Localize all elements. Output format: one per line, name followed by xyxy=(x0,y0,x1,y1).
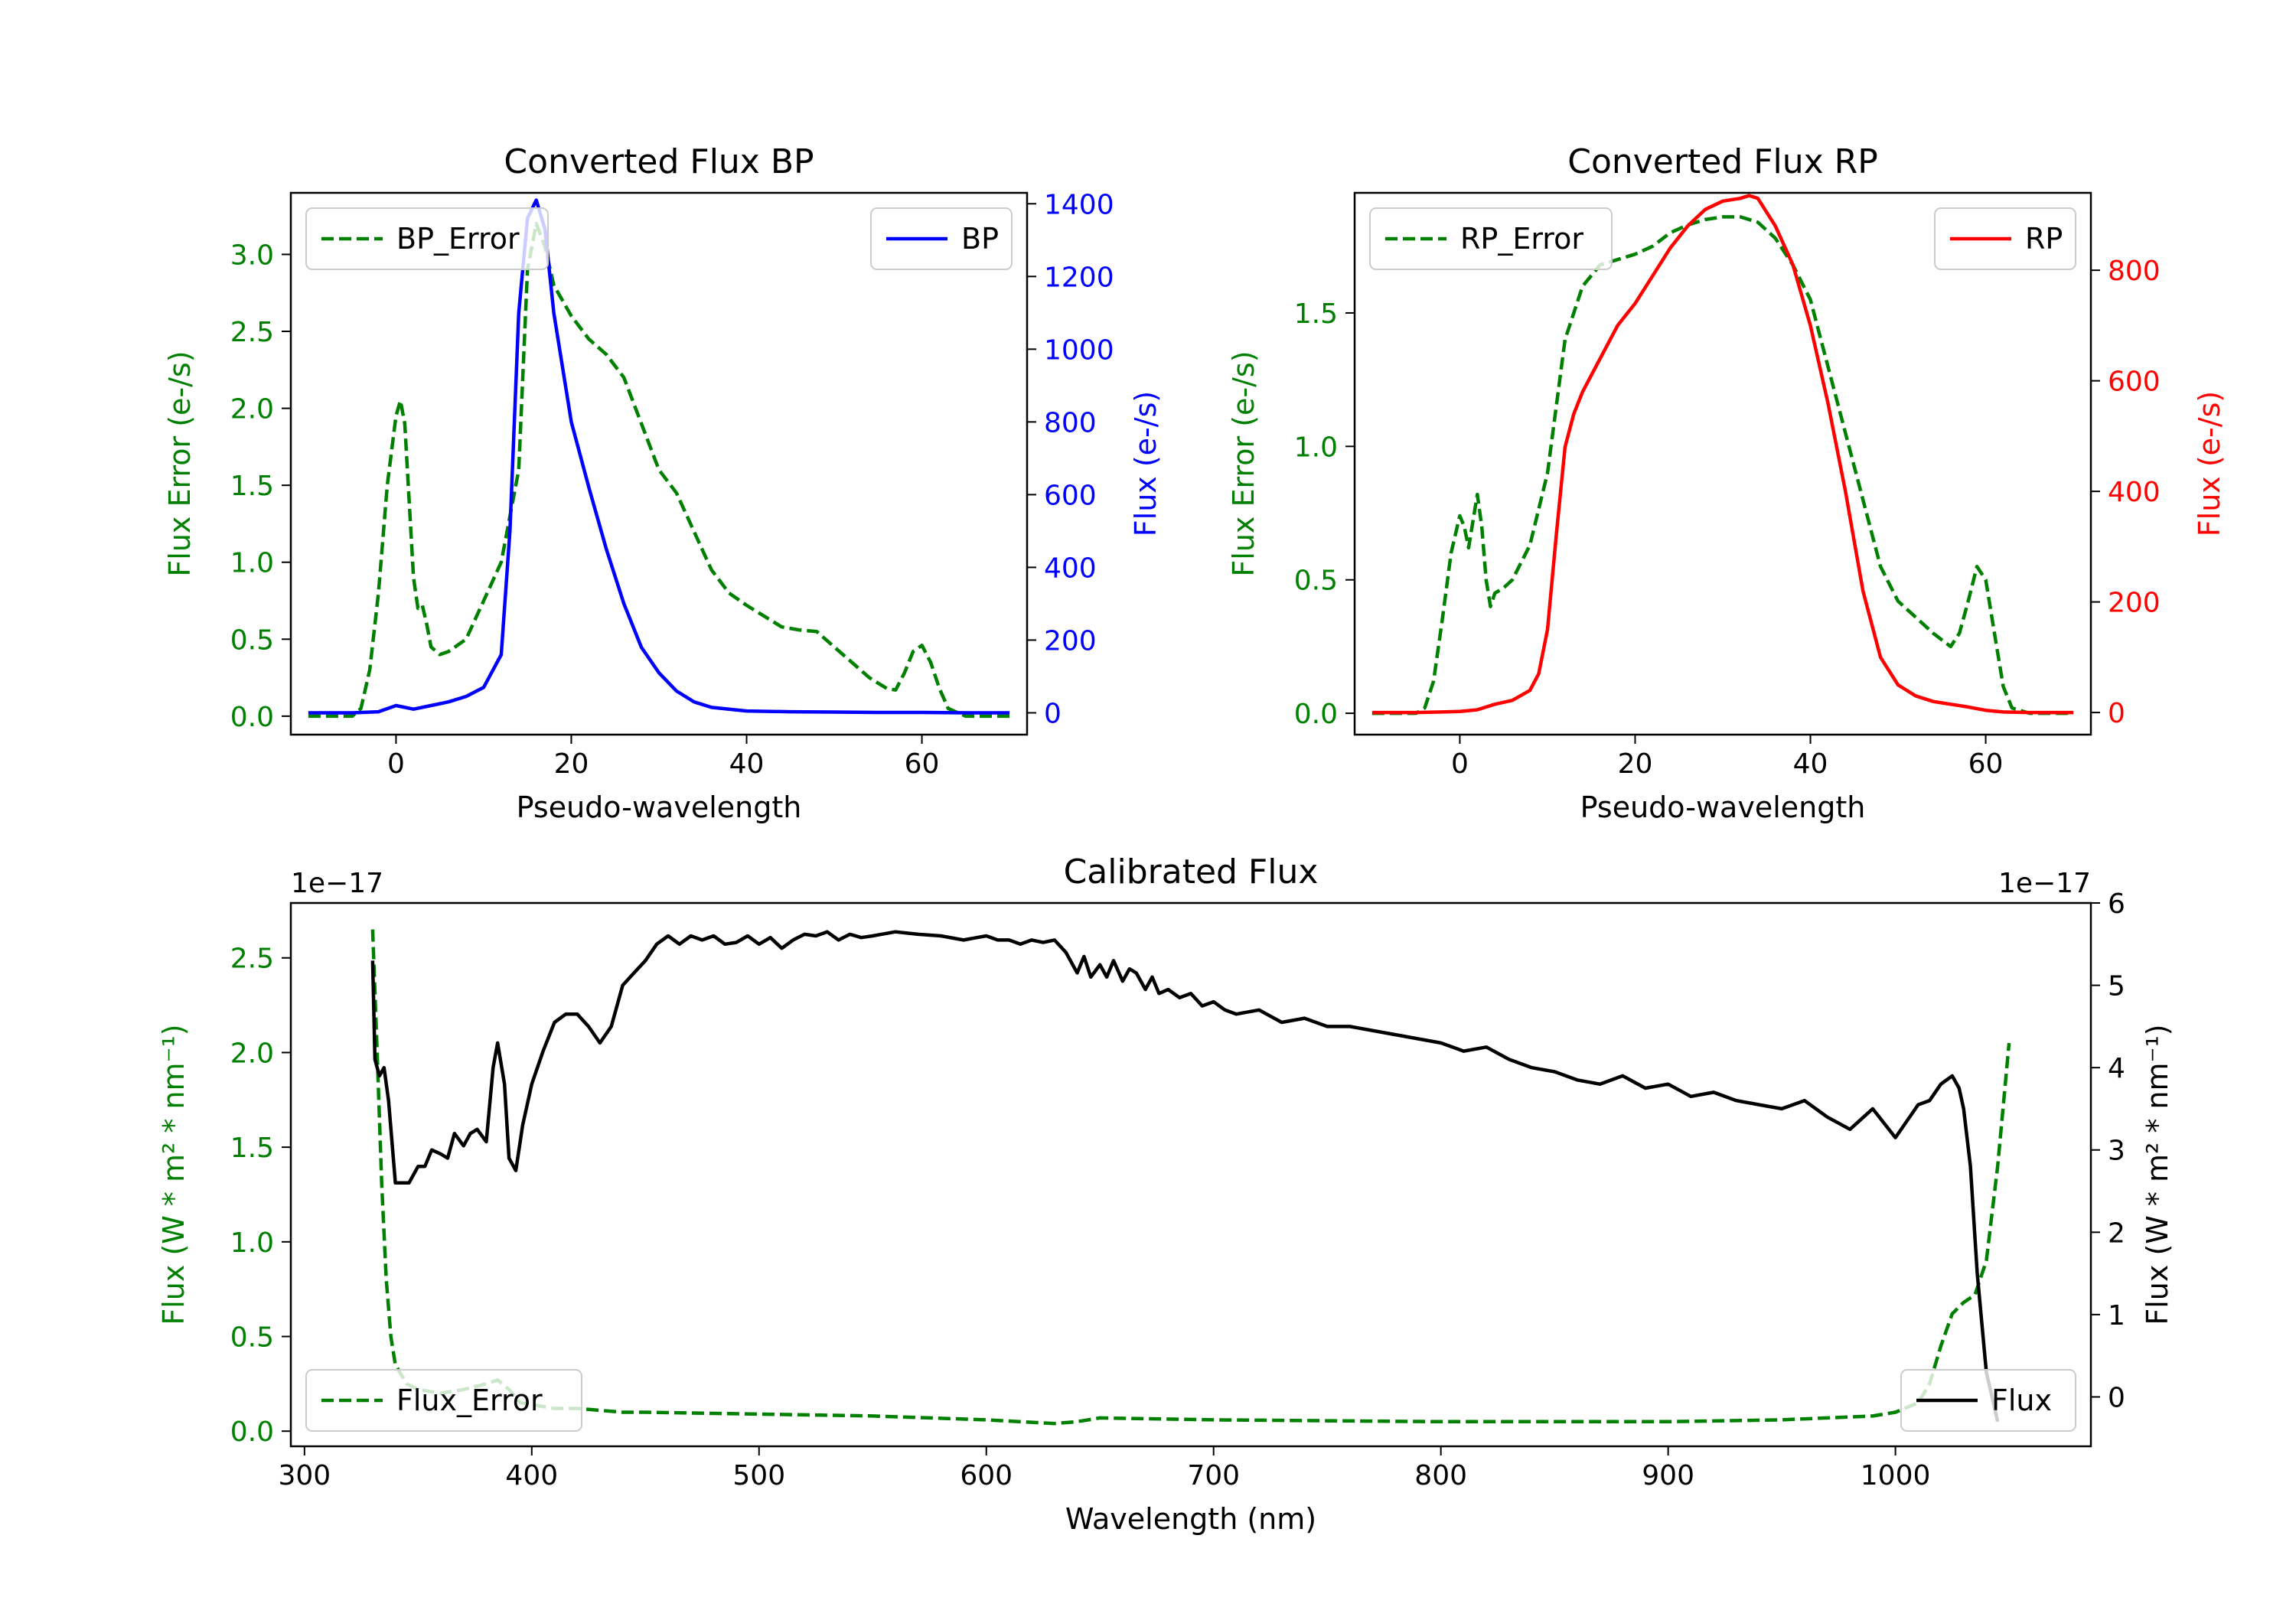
bp-chart: 0 20 40 60 0.0 0.5 1.0 1.5 2.0 2.5 3.0 0 200 400 600 80… xyxy=(163,142,1163,824)
legend-label: RP xyxy=(2025,222,2063,256)
bp-legend-bp: BP xyxy=(870,207,1013,270)
bp-ylabel-right: Flux (e-/s) xyxy=(1129,391,1163,536)
bp-ytick-right-label: 0 xyxy=(1044,698,1062,729)
bp-xtick-label: 40 xyxy=(729,748,765,780)
rp-ytick-left-label: 1.5 xyxy=(1294,298,1338,330)
legend-frame xyxy=(1369,207,1613,270)
cal-ytick-right-label: 2 xyxy=(2108,1217,2125,1249)
bp-series-bp-error xyxy=(308,221,1010,719)
bp-title: Converted Flux BP xyxy=(504,142,814,181)
rp-axes-frame xyxy=(1353,191,2092,736)
bp-legend-bp-error: BP_Error xyxy=(305,207,549,270)
rp-xtick-label: 0 xyxy=(1451,748,1469,780)
legend-frame xyxy=(305,207,549,270)
cal-ytick-right-label: 3 xyxy=(2108,1136,2125,1167)
bp-ylabel-left: Flux Error (e-/s) xyxy=(163,350,197,576)
bp-ytick-right-label: 400 xyxy=(1044,553,1097,584)
rp-title: Converted Flux RP xyxy=(1567,142,1878,181)
rp-ylabel-left: Flux Error (e-/s) xyxy=(1227,350,1261,576)
bp-axes-frame xyxy=(289,191,1029,736)
rp-ylabel-right: Flux (e-/s) xyxy=(2193,391,2226,536)
cal-xtick-label: 900 xyxy=(1642,1460,1694,1491)
rp-ytick-left-label: 1.0 xyxy=(1294,432,1338,463)
legend-label: BP xyxy=(961,222,999,256)
rp-ytick-right-label: 0 xyxy=(2108,698,2125,729)
bp-xtick-label: 60 xyxy=(905,748,940,780)
bp-ytick-right-label: 800 xyxy=(1044,407,1097,438)
cal-xtick-label: 800 xyxy=(1414,1460,1467,1491)
cal-xtick-label: 500 xyxy=(732,1460,785,1491)
bp-ytick-right-label: 1200 xyxy=(1044,262,1114,293)
cal-ytick-left-label: 0.0 xyxy=(230,1416,274,1448)
cal-xlabel: Wavelength (nm) xyxy=(1065,1502,1316,1536)
rp-ytick-right-label: 200 xyxy=(2108,588,2161,619)
bp-ytick-left-label: 2.0 xyxy=(230,394,274,425)
cal-ytick-left-label: 2.5 xyxy=(230,944,274,975)
rp-xlabel: Pseudo-wavelength xyxy=(1580,790,1866,824)
cal-ytick-right-label: 0 xyxy=(2108,1382,2125,1413)
cal-ytick-right-label: 6 xyxy=(2108,888,2125,920)
bp-ytick-right-label: 1400 xyxy=(1044,189,1114,220)
bp-ytick-right-label: 600 xyxy=(1044,480,1097,511)
bp-ytick-left-label: 1.0 xyxy=(230,548,274,579)
rp-legend-rp-error: RP_Error xyxy=(1369,207,1613,270)
rp-legend-rp: RP xyxy=(1934,207,2076,270)
legend-label: RP_Error xyxy=(1460,222,1583,256)
cal-ytick-left-label: 2.0 xyxy=(230,1038,274,1069)
bp-ytick-left-label: 0.0 xyxy=(230,702,274,733)
cal-ytick-left-label: 0.5 xyxy=(230,1322,274,1354)
rp-ytick-left-label: 0.0 xyxy=(1294,699,1338,730)
cal-ytick-left-label: 1.5 xyxy=(230,1133,274,1164)
rp-series-rp-error xyxy=(1371,215,2074,715)
rp-series-rp xyxy=(1371,194,2074,715)
cal-axes-frame xyxy=(289,901,2092,1448)
cal-ytick-right-label: 1 xyxy=(2108,1300,2125,1332)
cal-xtick-label: 400 xyxy=(505,1460,558,1491)
cal-ylabel-right: Flux (W * m² * nm⁻¹) xyxy=(2141,1024,2174,1325)
cal-xtick-label: 1000 xyxy=(1861,1460,1931,1491)
cal-ytick-right-label: 5 xyxy=(2108,971,2125,1002)
cal-title: Calibrated Flux xyxy=(1064,852,1319,892)
rp-ytick-right-label: 800 xyxy=(2108,256,2161,287)
legend-label: Flux_Error xyxy=(396,1384,543,1417)
legend-label: Flux xyxy=(1991,1384,2052,1417)
cal-series-flux xyxy=(370,930,2000,1423)
rp-xtick-label: 60 xyxy=(1968,748,2004,780)
bp-series-bp xyxy=(308,198,1010,715)
bp-ytick-left-label: 0.5 xyxy=(230,624,274,656)
rp-xtick-label: 40 xyxy=(1793,748,1828,780)
cal-legend-flux-error: Flux_Error xyxy=(305,1369,582,1432)
rp-ytick-right-label: 400 xyxy=(2108,477,2161,508)
bp-ytick-right-label: 1000 xyxy=(1044,334,1114,366)
rp-xtick-label: 20 xyxy=(1618,748,1653,780)
cal-ytick-right-label: 4 xyxy=(2108,1053,2125,1084)
cal-offset-right: 1e−17 xyxy=(1998,868,2091,899)
bp-ytick-left-label: 1.5 xyxy=(230,471,274,502)
cal-xtick-label: 300 xyxy=(278,1460,331,1491)
rp-ytick-left-label: 0.5 xyxy=(1294,566,1338,597)
bp-xtick-label: 20 xyxy=(554,748,589,780)
bp-ytick-left-label: 2.5 xyxy=(230,317,274,348)
cal-offset-left: 1e−17 xyxy=(291,868,383,899)
calibrated-flux-chart: 300 400 500 600 700 800 900 1000 0.0 0.5 1.0 1.5 2.0… xyxy=(157,852,2174,1536)
cal-xtick-label: 600 xyxy=(960,1460,1013,1491)
bp-xlabel: Pseudo-wavelength xyxy=(517,790,802,824)
cal-ylabel-left: Flux (W * m² * nm⁻¹) xyxy=(157,1024,191,1325)
cal-legend-flux: Flux xyxy=(1900,1369,2076,1432)
bp-xtick-label: 0 xyxy=(387,748,405,780)
rp-ytick-right-label: 600 xyxy=(2108,367,2161,398)
legend-frame xyxy=(1900,1369,2076,1432)
bp-ytick-right-label: 200 xyxy=(1044,625,1097,657)
cal-xtick-label: 700 xyxy=(1187,1460,1240,1491)
rp-chart: 0 20 40 60 0.0 0.5 1.0 1.5 0 200 400 600 800 Converte… xyxy=(1227,142,2226,824)
cal-ytick-left-label: 1.0 xyxy=(230,1227,274,1259)
bp-ytick-left-label: 3.0 xyxy=(230,240,274,271)
legend-frame xyxy=(305,1369,582,1432)
legend-label: BP_Error xyxy=(396,222,520,256)
